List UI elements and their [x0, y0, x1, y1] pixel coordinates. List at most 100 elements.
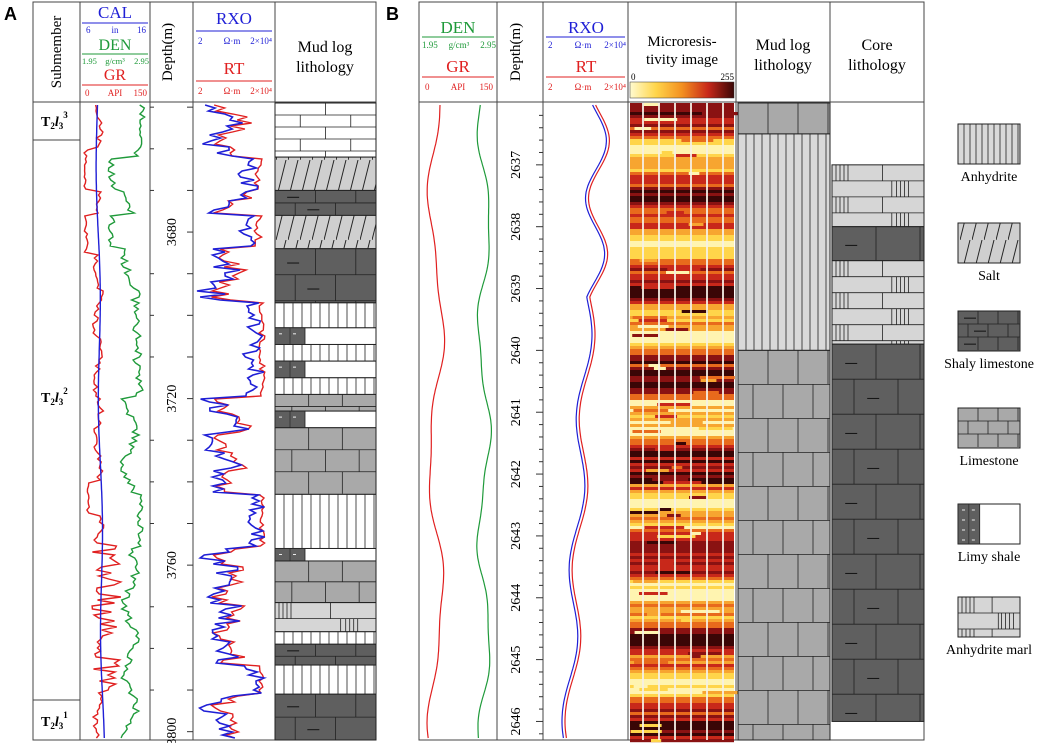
mudlog-column-a — [274, 102, 377, 741]
micro-patch — [630, 511, 660, 515]
micro-band — [630, 598, 734, 602]
gr-min-b: 0 — [425, 82, 430, 92]
micro-patch — [632, 334, 659, 338]
micro-band — [630, 463, 734, 467]
micro-band — [630, 340, 734, 344]
micro-band — [630, 583, 734, 587]
depth-tick-label: 2637 — [509, 151, 524, 179]
micro-band — [630, 592, 734, 596]
micro-band — [630, 346, 734, 350]
micro-patch — [643, 103, 660, 107]
micro-band — [630, 643, 734, 647]
micro-band — [630, 322, 734, 326]
micro-band — [630, 556, 734, 560]
micro-band — [630, 541, 734, 545]
gr-min: 0 — [85, 88, 90, 98]
micro-band — [630, 661, 734, 665]
micro-band — [630, 331, 734, 335]
micro-patch — [651, 604, 684, 608]
micro-band — [630, 496, 734, 500]
micro-band — [630, 151, 734, 155]
micro-band — [630, 289, 734, 293]
micro-patch — [661, 151, 673, 155]
legend-label: Anhydrite marl — [946, 643, 1032, 658]
lith-fill — [274, 156, 377, 191]
micro-patch — [687, 652, 722, 656]
micro-band — [630, 232, 734, 236]
micro-band — [630, 118, 734, 122]
depth-tick-label: 2639 — [509, 275, 524, 303]
micro-band — [630, 691, 734, 695]
micro-patch — [690, 532, 701, 536]
micro-band — [630, 436, 734, 440]
micro-patch — [632, 430, 661, 434]
den-curve-b — [476, 104, 492, 739]
micro-patch — [633, 580, 658, 584]
micro-band — [630, 148, 734, 152]
micro-patch — [639, 259, 658, 263]
micro-patch — [675, 550, 713, 554]
cal-curve-a — [95, 104, 105, 739]
micro-band — [630, 214, 734, 218]
micro-patch — [666, 271, 690, 275]
lith-fill — [831, 164, 925, 228]
micro-band — [630, 727, 734, 731]
micro-pad-gap — [658, 103, 660, 740]
micro-band — [630, 700, 734, 704]
micro-band — [630, 472, 734, 476]
micro-band — [630, 505, 734, 509]
micro-band — [630, 607, 734, 611]
mudlog-header-a-line1: Mud log — [298, 39, 353, 56]
micro-band — [630, 286, 734, 290]
legend-item-shaly_limestone: Shaly limestone — [944, 310, 1034, 372]
micro-band — [630, 517, 734, 521]
depth-tick-label: 3680 — [165, 218, 180, 246]
core-column-b — [831, 164, 925, 722]
micro-band — [630, 730, 734, 734]
panel-b-label: B — [386, 4, 399, 24]
micro-band — [630, 469, 734, 473]
micro-patch — [646, 469, 669, 473]
micro-band — [630, 370, 734, 374]
micro-band — [630, 292, 734, 296]
den-unit: g/cm³ — [105, 56, 125, 66]
rxo-header-a: RXO — [216, 9, 252, 28]
micro-band — [630, 142, 734, 146]
micro-band — [630, 334, 734, 338]
rt-max-a: 2×10⁴ — [250, 86, 272, 96]
micro-band — [630, 295, 734, 299]
micro-band — [630, 631, 734, 635]
micro-band — [630, 106, 734, 110]
depth-tick-label: 2642 — [509, 460, 524, 488]
cal-header: CAL — [98, 3, 132, 22]
micro-band — [630, 247, 734, 251]
cal-min: 6 — [86, 25, 91, 35]
micro-band — [630, 325, 734, 329]
cal-unit: in — [111, 25, 119, 35]
micro-patch — [634, 631, 660, 635]
micro-patch — [698, 427, 733, 431]
rt-header-a: RT — [224, 59, 245, 78]
depth-tick-label: 3720 — [165, 385, 180, 413]
micro-band — [630, 283, 734, 287]
micro-band — [630, 487, 734, 491]
micro-band — [630, 613, 734, 617]
micro-band — [630, 412, 734, 416]
micro-band — [630, 493, 734, 497]
micro-patch — [639, 724, 662, 728]
micro-patch — [681, 310, 709, 314]
micro-band — [630, 205, 734, 209]
micro-band — [630, 424, 734, 428]
micro-band — [630, 304, 734, 308]
micro-patch — [677, 394, 711, 398]
rt-header-b: RT — [576, 57, 597, 76]
rt-min-b: 2 — [548, 82, 553, 92]
micro-patch — [675, 154, 697, 158]
micro-band — [630, 367, 734, 371]
den-header: DEN — [99, 37, 132, 54]
micro-band — [630, 184, 734, 188]
micro-band — [630, 253, 734, 257]
micro-band — [630, 397, 734, 401]
micro-band — [630, 217, 734, 221]
